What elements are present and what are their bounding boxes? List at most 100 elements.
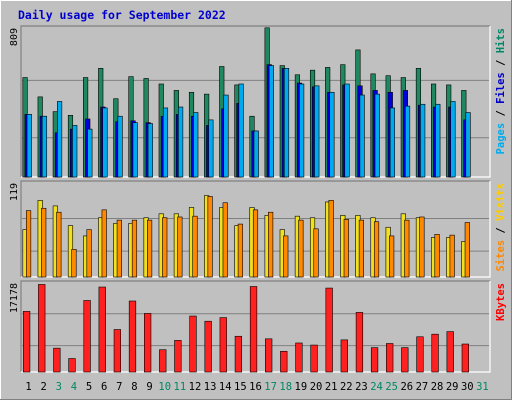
bar-pages-day-29: [450, 101, 456, 178]
bar-pages-day-24: [374, 93, 380, 178]
bar-pages-day-23: [359, 94, 365, 178]
day-label-3: 3: [56, 381, 62, 393]
bar-sites-day-26: [404, 219, 410, 278]
day-label-28: 28: [431, 381, 444, 393]
legend-entry: Hits: [495, 28, 507, 53]
legend-entry: /: [495, 104, 507, 123]
bar-kbytes-day-6: [98, 286, 106, 373]
day-label-6: 6: [101, 381, 107, 393]
day-label-10: 10: [158, 381, 171, 393]
bar-kbytes-day-16: [249, 286, 258, 373]
bar-kbytes-day-7: [113, 329, 122, 373]
bar-kbytes-day-18: [280, 350, 288, 373]
y-axis-label: KBytes: [495, 283, 507, 321]
day-label-29: 29: [446, 381, 459, 393]
bar-kbytes-day-13: [204, 320, 212, 373]
bar-kbytes-day-24: [370, 347, 379, 373]
bar-sites-day-5: [86, 229, 92, 278]
chart-panels: 809 Pages / Files / Hits 119 Sites / Visits…: [9, 25, 507, 373]
legend-entry: Files: [495, 72, 507, 104]
bar-pages-day-5: [87, 128, 93, 178]
bar-sites-day-1: [25, 210, 32, 278]
day-label-30: 30: [461, 381, 474, 393]
bar-pages-day-10: [162, 107, 169, 178]
bar-sites-day-2: [41, 207, 47, 278]
y-max-label: 17178: [9, 283, 20, 313]
day-label-14: 14: [219, 381, 232, 393]
bar-sites-day-30: [464, 222, 470, 278]
bar-pages-day-26: [404, 105, 411, 178]
bar-kbytes-day-5: [83, 300, 91, 373]
bar-kbytes-day-19: [295, 342, 303, 373]
bar-sites-day-15: [237, 223, 243, 278]
y-axis-label: Sites / Visits: [495, 183, 507, 272]
bar-sites-day-16: [252, 209, 259, 278]
bar-kbytes-day-17: [265, 338, 273, 373]
legend-entry: KBytes: [495, 283, 507, 321]
day-label-19: 19: [295, 381, 308, 393]
bar-kbytes-day-10: [159, 349, 167, 373]
bar-kbytes-day-30: [461, 343, 469, 373]
bar-kbytes-day-3: [53, 347, 61, 373]
bar-kbytes-day-8: [128, 300, 137, 373]
y-axis-label: Pages / Files / Hits: [495, 28, 507, 154]
bar-pages-day-8: [132, 122, 138, 178]
day-label-18: 18: [279, 381, 292, 393]
bar-pages-day-1: [26, 114, 32, 178]
bar-sites-day-28: [434, 234, 440, 278]
day-label-16: 16: [249, 381, 262, 393]
bar-kbytes-day-4: [68, 358, 76, 373]
bar-pages-day-21: [329, 91, 335, 178]
bar-sites-day-25: [389, 235, 395, 278]
bar-pages-day-12: [193, 112, 199, 178]
bar-pages-day-28: [435, 103, 441, 178]
bar-kbytes-day-23: [355, 312, 364, 373]
x-axis-day-labels: 1 2 3 4 5 6 7 8 9 10 11 12 13 14 15 16 17 18 19 20 21 22 23 24 2…: [25, 381, 488, 393]
legend-entry: Sites: [495, 240, 507, 272]
day-label-15: 15: [234, 381, 247, 393]
bar-sites-day-19: [298, 219, 304, 278]
day-label-8: 8: [131, 381, 137, 393]
day-label-24: 24: [370, 381, 383, 393]
bar-sites-day-6: [101, 209, 107, 278]
bar-pages-day-19: [299, 83, 305, 178]
bar-kbytes-day-20: [310, 344, 318, 373]
bar-kbytes-day-28: [431, 333, 439, 373]
legend-entry: /: [495, 53, 507, 72]
bar-sites-day-18: [283, 235, 289, 278]
visits-panel: 119 Sites / Visits: [9, 180, 507, 278]
day-label-4: 4: [71, 381, 77, 393]
bar-pages-day-6: [102, 107, 108, 178]
bar-kbytes-day-27: [416, 336, 424, 373]
day-label-22: 22: [340, 381, 353, 393]
bar-sites-day-20: [313, 228, 319, 278]
bar-pages-day-3: [57, 101, 63, 178]
legend-entry: Pages: [495, 123, 507, 155]
y-max-label: 809: [9, 28, 20, 46]
bar-kbytes-day-15: [234, 335, 243, 373]
bar-sites-day-10: [162, 217, 168, 278]
bar-kbytes-day-26: [401, 347, 409, 373]
day-label-26: 26: [400, 381, 413, 393]
bar-kbytes-day-11: [174, 340, 182, 373]
day-label-25: 25: [385, 381, 398, 393]
bar-sites-day-17: [268, 211, 274, 278]
bar-sites-day-8: [131, 219, 138, 278]
bar-sites-day-3: [56, 211, 62, 278]
day-label-7: 7: [116, 381, 122, 393]
bar-pages-day-18: [283, 68, 290, 178]
bar-sites-day-11: [177, 216, 183, 278]
bar-pages-day-27: [420, 103, 426, 178]
bar-kbytes-day-21: [325, 287, 333, 373]
bar-sites-day-22: [343, 219, 349, 278]
bar-sites-day-27: [419, 216, 425, 278]
bar-kbytes-day-25: [386, 343, 394, 373]
chart-title: Daily usage for September 2022: [18, 8, 226, 22]
bar-kbytes-day-1: [22, 311, 31, 373]
bar-pages-day-22: [344, 83, 350, 178]
plot-border-dark: [20, 280, 490, 372]
bar-sites-day-21: [328, 200, 334, 278]
bar-pages-day-14: [223, 94, 229, 178]
bar-kbytes-day-2: [38, 284, 46, 373]
bar-kbytes-day-14: [219, 317, 227, 373]
